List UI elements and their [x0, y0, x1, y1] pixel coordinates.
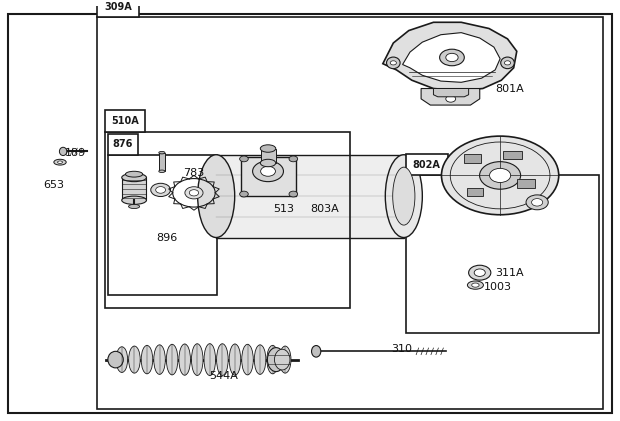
- Circle shape: [480, 162, 521, 189]
- Ellipse shape: [58, 161, 63, 163]
- Circle shape: [390, 61, 396, 65]
- Circle shape: [446, 96, 456, 102]
- Bar: [503, 151, 521, 159]
- Ellipse shape: [275, 349, 290, 370]
- Ellipse shape: [501, 57, 515, 69]
- Bar: [517, 179, 534, 188]
- Circle shape: [441, 136, 559, 215]
- Circle shape: [185, 187, 203, 199]
- Circle shape: [289, 191, 298, 197]
- Ellipse shape: [151, 183, 170, 197]
- Ellipse shape: [198, 155, 235, 237]
- Ellipse shape: [54, 159, 66, 165]
- Bar: [260, 149, 276, 163]
- Text: eReplacementParts.com: eReplacementParts.com: [246, 210, 374, 220]
- Bar: [105, 132, 350, 308]
- Polygon shape: [383, 22, 516, 91]
- Ellipse shape: [216, 344, 228, 376]
- Bar: [241, 157, 296, 196]
- Circle shape: [260, 166, 275, 176]
- Circle shape: [440, 49, 464, 66]
- Ellipse shape: [154, 345, 166, 374]
- Ellipse shape: [267, 345, 278, 374]
- Ellipse shape: [125, 171, 143, 177]
- Ellipse shape: [254, 345, 266, 374]
- Ellipse shape: [229, 344, 241, 375]
- Ellipse shape: [242, 344, 254, 375]
- Circle shape: [474, 269, 485, 277]
- Bar: [405, 154, 448, 176]
- Bar: [107, 155, 218, 295]
- Ellipse shape: [260, 145, 276, 152]
- Ellipse shape: [267, 348, 285, 372]
- Circle shape: [531, 199, 542, 206]
- Text: 189: 189: [64, 148, 86, 158]
- Ellipse shape: [311, 346, 321, 357]
- Ellipse shape: [166, 344, 178, 375]
- Ellipse shape: [179, 344, 190, 375]
- Ellipse shape: [204, 344, 216, 376]
- Ellipse shape: [128, 346, 140, 373]
- Text: 896: 896: [156, 232, 177, 242]
- Text: 783: 783: [184, 168, 205, 179]
- Text: 802A: 802A: [413, 160, 441, 170]
- Circle shape: [252, 161, 283, 181]
- Text: 876: 876: [113, 139, 133, 149]
- Text: 801A: 801A: [495, 83, 524, 93]
- Ellipse shape: [386, 57, 400, 69]
- Text: 544A: 544A: [209, 371, 238, 381]
- Ellipse shape: [467, 281, 484, 289]
- Ellipse shape: [128, 205, 140, 208]
- Circle shape: [505, 61, 511, 65]
- Bar: [216, 155, 404, 237]
- Ellipse shape: [385, 155, 422, 237]
- Ellipse shape: [159, 170, 165, 173]
- Circle shape: [490, 168, 511, 183]
- Ellipse shape: [116, 347, 128, 373]
- Polygon shape: [402, 33, 500, 83]
- Text: 510A: 510A: [111, 116, 139, 126]
- Bar: [405, 176, 599, 333]
- Ellipse shape: [192, 344, 203, 376]
- Ellipse shape: [159, 152, 165, 154]
- Bar: [159, 153, 165, 171]
- Bar: [122, 178, 146, 200]
- Bar: [97, 17, 603, 409]
- Ellipse shape: [392, 167, 415, 225]
- Text: 309A: 309A: [104, 2, 132, 11]
- Bar: [464, 155, 481, 163]
- Ellipse shape: [472, 283, 479, 287]
- Ellipse shape: [122, 196, 146, 205]
- Ellipse shape: [260, 159, 276, 167]
- Text: 310: 310: [391, 344, 412, 354]
- Ellipse shape: [60, 147, 67, 156]
- Polygon shape: [421, 88, 480, 105]
- Circle shape: [240, 191, 248, 197]
- Ellipse shape: [141, 345, 153, 374]
- Bar: [107, 134, 138, 155]
- Circle shape: [469, 265, 491, 280]
- Ellipse shape: [280, 346, 291, 373]
- Circle shape: [289, 156, 298, 162]
- Bar: [105, 110, 145, 132]
- Text: 803A: 803A: [310, 204, 339, 214]
- Bar: [467, 188, 484, 196]
- Circle shape: [240, 156, 248, 162]
- Text: 513: 513: [273, 204, 294, 214]
- Ellipse shape: [156, 187, 166, 193]
- Bar: [97, 0, 139, 17]
- Circle shape: [446, 53, 458, 61]
- Circle shape: [189, 190, 198, 196]
- Ellipse shape: [108, 351, 123, 368]
- Circle shape: [526, 195, 548, 210]
- Text: 653: 653: [43, 179, 64, 189]
- Polygon shape: [433, 88, 469, 97]
- Text: 311A: 311A: [495, 268, 524, 278]
- Ellipse shape: [122, 173, 146, 181]
- Text: 1003: 1003: [484, 282, 512, 292]
